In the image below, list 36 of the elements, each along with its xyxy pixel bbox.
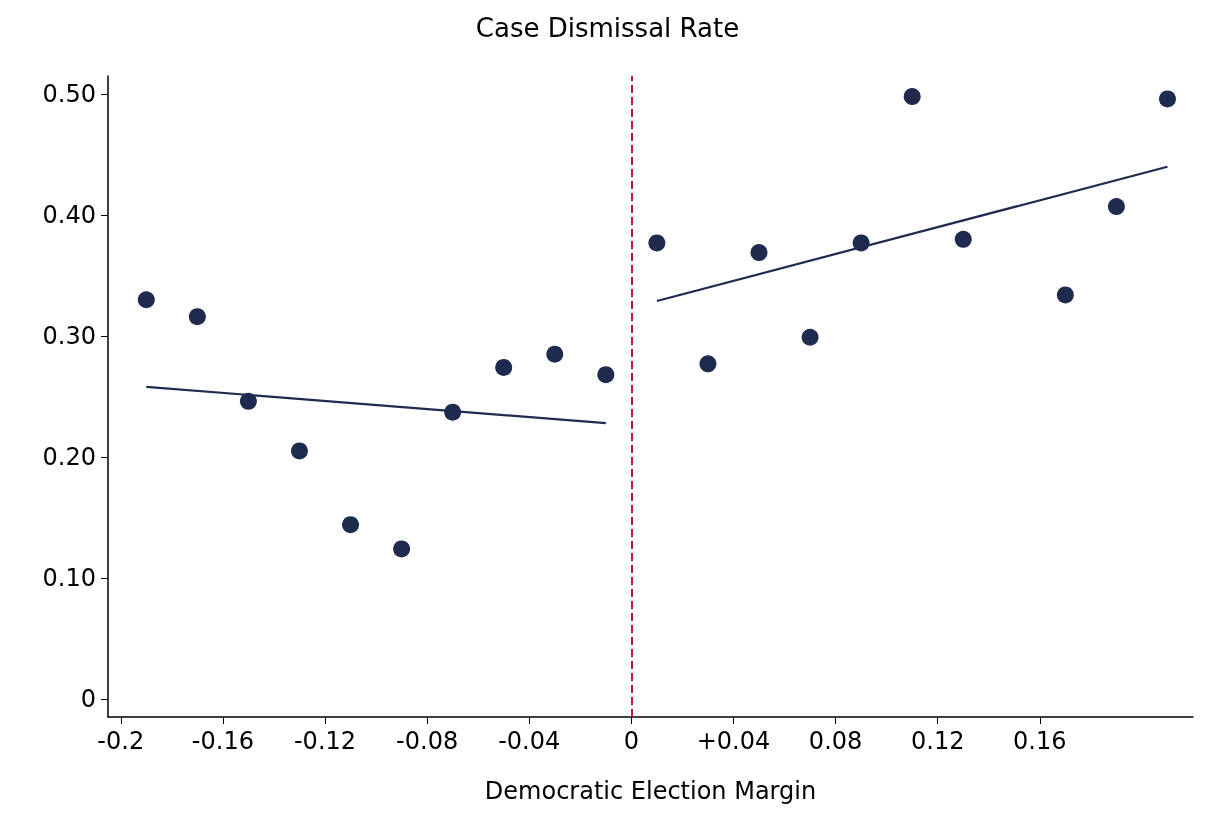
point: [188, 308, 206, 326]
x-tick-label: 0.12: [910, 727, 965, 755]
x-axis-title: Democratic Election Margin: [484, 777, 817, 805]
point: [648, 234, 666, 252]
point: [699, 355, 717, 373]
point: [1107, 198, 1125, 216]
x-tick-label: -0.2: [97, 727, 145, 755]
y-tick-label: 0.50: [42, 80, 96, 109]
x-tick-label: -0.12: [293, 727, 357, 755]
point: [597, 366, 615, 384]
x-tick-label: +0.04: [696, 727, 771, 755]
x-tick-label: -0.04: [498, 727, 561, 755]
point: [1158, 90, 1176, 108]
x-tick-label: 0.08: [808, 727, 863, 755]
point: [393, 540, 411, 558]
chart-title: Case Dismissal Rate: [475, 13, 740, 43]
point: [239, 392, 257, 410]
y-tick-label: 0: [80, 684, 96, 713]
x-tick-label: 0.16: [1013, 727, 1067, 755]
point: [1056, 286, 1074, 304]
point: [801, 328, 819, 346]
point: [342, 516, 360, 534]
y-tick-label: 0.40: [42, 201, 96, 230]
point: [903, 88, 921, 106]
x-tick-label: -0.16: [191, 727, 254, 755]
x-tick-label: -0.08: [396, 727, 459, 755]
point: [290, 442, 308, 460]
point: [750, 244, 768, 262]
x-tick-label: 0: [623, 727, 639, 755]
y-tick-label: 0.30: [42, 322, 96, 351]
point: [954, 230, 972, 248]
point: [495, 358, 513, 376]
y-tick-label: 0.20: [42, 442, 96, 471]
point: [546, 345, 564, 363]
y-tick-label: 0.10: [42, 563, 96, 592]
point: [137, 291, 155, 309]
